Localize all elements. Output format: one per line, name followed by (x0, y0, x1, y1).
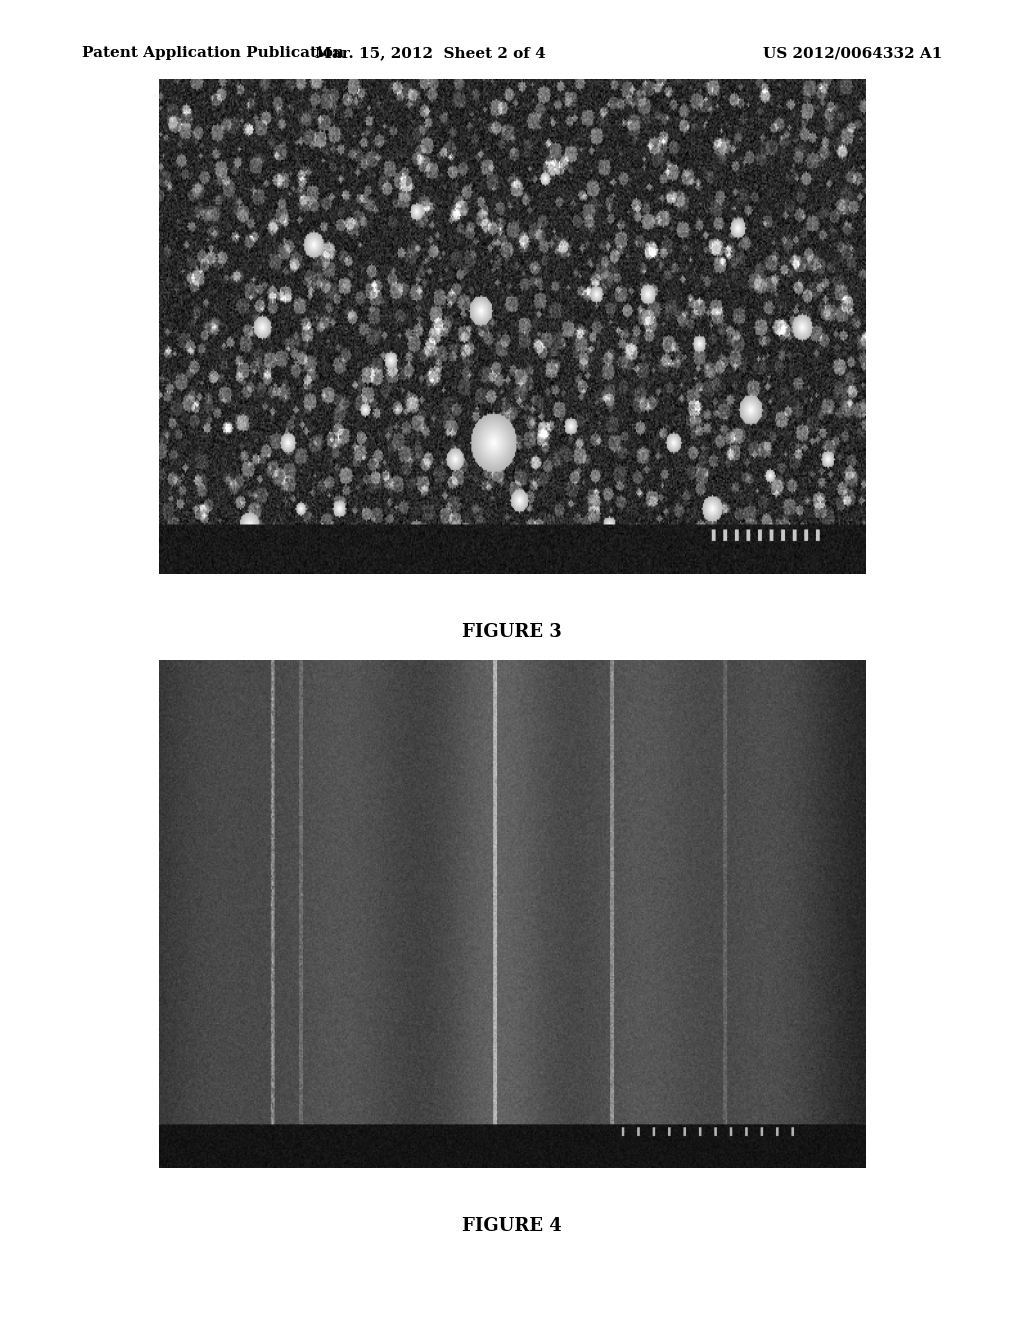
Text: Mar. 15, 2012  Sheet 2 of 4: Mar. 15, 2012 Sheet 2 of 4 (314, 46, 546, 61)
Text: US 2012/0064332 A1: US 2012/0064332 A1 (763, 46, 942, 61)
Text: FIGURE 3: FIGURE 3 (462, 623, 562, 642)
Text: SU70 15.0kV 5.2mm x1.00k SE(U) 8/24/2010: SU70 15.0kV 5.2mm x1.00k SE(U) 8/24/2010 (173, 1179, 442, 1189)
Text: 500nm: 500nm (810, 585, 844, 595)
Text: Patent Application Publication: Patent Application Publication (82, 46, 344, 61)
Text: 50.0um: 50.0um (804, 1179, 844, 1189)
Text: FIGURE 4: FIGURE 4 (462, 1217, 562, 1236)
Text: SU70 5.0kV 5.0mm x70.0k SE(U) 8/25/2010: SU70 5.0kV 5.0mm x70.0k SE(U) 8/25/2010 (173, 585, 436, 595)
